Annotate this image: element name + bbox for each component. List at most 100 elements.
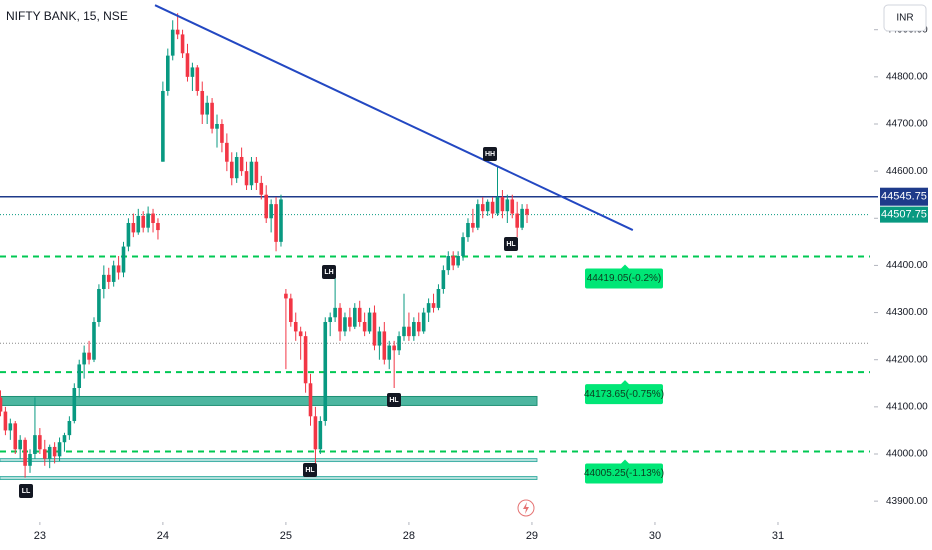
currency-button[interactable] [883, 4, 927, 32]
candle-body [367, 312, 372, 332]
y-tick-label: 44800.00 [886, 71, 928, 82]
candle-body [466, 222, 470, 238]
annotation-box [322, 265, 336, 279]
candle-body [500, 197, 505, 212]
candle-body [3, 411, 8, 431]
y-tick-label: 44200.00 [886, 354, 928, 365]
candle-body [421, 312, 426, 332]
x-tick-label: 30 [649, 530, 661, 542]
candle-body [451, 255, 456, 266]
candle-body [18, 439, 22, 450]
candle-body [348, 317, 352, 327]
candle-body [372, 312, 377, 346]
candle-body [490, 201, 495, 214]
annotation-box [483, 147, 497, 161]
x-tick-label: 29 [526, 530, 538, 542]
level-label-box [585, 463, 663, 484]
annotation-box [387, 393, 401, 407]
level-label-box [585, 268, 663, 289]
close-price-tag [880, 206, 928, 223]
candle-body [234, 156, 239, 179]
annotation-label: HL [506, 241, 516, 248]
candle-body [284, 293, 288, 299]
candle-body [67, 420, 72, 436]
y-tick-label: 44400.00 [886, 260, 928, 271]
candle-body [426, 303, 431, 313]
annotation-label: LL [22, 488, 31, 495]
candle-body [259, 182, 264, 195]
trendline [154, 4, 634, 231]
candle-body [8, 423, 13, 431]
y-tick-label: 44600.00 [886, 166, 928, 177]
candle-body [200, 90, 205, 115]
candle-body [357, 307, 362, 322]
y-tick-label: 44000.00 [886, 449, 928, 460]
candle-body [289, 298, 293, 322]
x-tick-label: 25 [280, 530, 292, 542]
candle-body [195, 67, 200, 91]
candle-body [33, 435, 37, 454]
candle-body [269, 204, 273, 219]
candle-body [136, 215, 141, 233]
candle-body [485, 201, 490, 212]
candle-body [476, 204, 480, 228]
candle-body [52, 446, 57, 457]
currency-label: INR [896, 13, 913, 24]
candle-body [318, 420, 323, 450]
x-tick-label: 24 [157, 530, 169, 542]
candle-body [77, 364, 82, 388]
candle-body [62, 435, 67, 443]
lightning-icon [517, 499, 535, 517]
level-label-box [585, 384, 663, 405]
candle-body [111, 265, 116, 282]
candle-body [170, 29, 175, 56]
candle-body [220, 123, 224, 143]
candle-body [141, 215, 145, 228]
candle-body [161, 90, 165, 162]
level-marker [620, 380, 630, 386]
candle-body [471, 222, 475, 228]
candle-body [387, 345, 392, 360]
level-label: 44173.65(-0.75%) [584, 389, 664, 400]
candle-body [42, 449, 47, 459]
candle-body [510, 199, 515, 214]
zone-line [0, 458, 538, 463]
candle-body [57, 442, 62, 457]
candle-body [352, 307, 357, 327]
candle-body [431, 303, 436, 308]
candle-body [520, 208, 524, 228]
candle-body [23, 439, 27, 466]
candle-body [82, 352, 86, 365]
y-tick-label: 44700.00 [886, 119, 928, 130]
candle-body [102, 274, 106, 289]
candle-body [338, 307, 342, 332]
candle-body [244, 171, 249, 186]
last-price-label: 44545.75 [881, 191, 927, 203]
candle-body [205, 102, 209, 115]
annotation-label: HL [389, 397, 399, 404]
candle-body [47, 446, 52, 459]
candle-body [225, 142, 229, 162]
candle-body [121, 246, 126, 273]
x-tick-label: 23 [34, 530, 46, 542]
candle-body [397, 336, 401, 351]
level-label: 44005.25(-1.13%) [584, 468, 664, 479]
candle-body [328, 317, 332, 322]
candle-body [215, 123, 219, 129]
candle-body [210, 102, 214, 129]
candle-body [38, 435, 42, 450]
candle-body [495, 197, 500, 214]
plot-area: 43900.00 44000.00 44100.00 44200.00 44300.00… [0, 4, 928, 542]
annotation-box [303, 463, 317, 477]
candle-body [190, 67, 195, 77]
candle-body [382, 331, 387, 360]
candle-body [165, 55, 170, 91]
zone-line [0, 476, 538, 480]
candle-body [106, 274, 111, 282]
annotation-label: HL [305, 467, 315, 474]
candle-body [274, 204, 278, 242]
candle-body [505, 199, 510, 212]
candle-body [72, 387, 77, 421]
candle-body [480, 204, 485, 212]
